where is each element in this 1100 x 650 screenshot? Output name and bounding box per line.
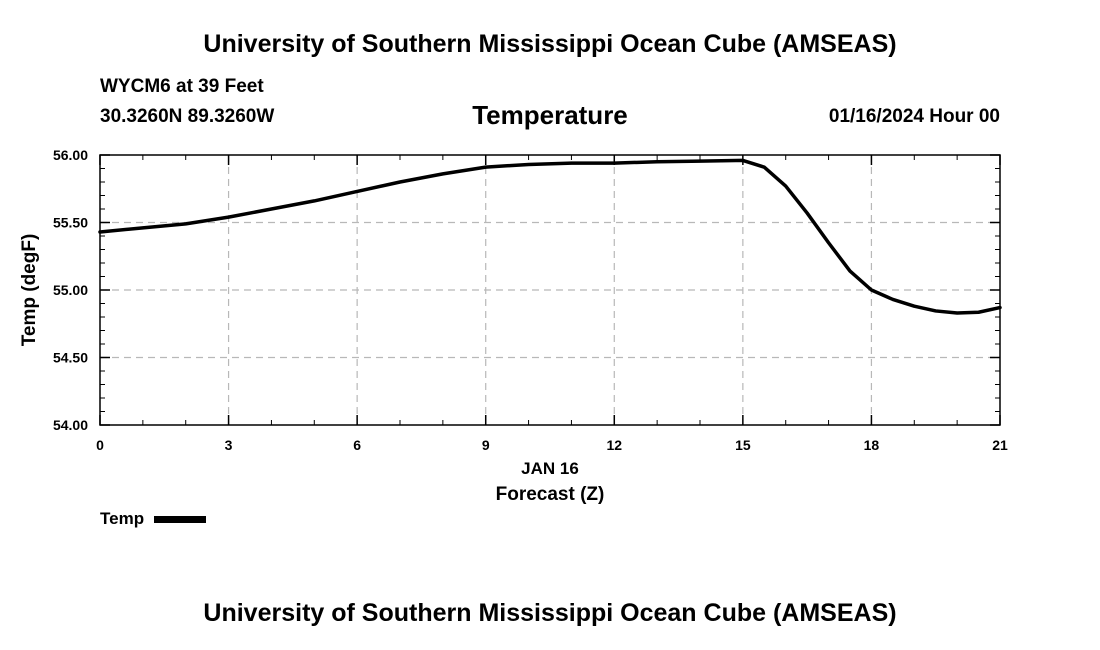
chart-header-title: University of Southern Mississippi Ocean… [203, 30, 897, 58]
y-tick-label: 56.00 [53, 147, 88, 163]
x-tick-label: 3 [225, 437, 233, 453]
chart-footer-title: University of Southern Mississippi Ocean… [203, 599, 897, 627]
y-tick-label: 55.50 [53, 215, 88, 231]
legend-line-swatch [154, 515, 207, 523]
x-tick-label: 21 [992, 437, 1008, 453]
grid-layer [100, 154, 1000, 426]
x-axis-date-label: JAN 16 [521, 459, 579, 478]
x-tick-label: 6 [353, 437, 361, 453]
x-axis-title: Forecast (Z) [496, 484, 605, 505]
x-tick-label: 0 [96, 437, 104, 453]
y-tick-label: 54.50 [53, 350, 88, 366]
plot-frame [99, 154, 1001, 426]
x-tick-label: 9 [482, 437, 490, 453]
station-label: WYCM6 at 39 Feet [100, 76, 264, 97]
legend-label: Temp [100, 509, 145, 528]
x-tick-label: 15 [735, 437, 751, 453]
x-tick-label: 18 [864, 437, 880, 453]
variable-title: Temperature [472, 100, 628, 130]
coordinates-label: 30.3260N 89.3260W [100, 106, 275, 127]
legend: Temp [100, 509, 207, 529]
y-axis-title: Temp (degF) [19, 234, 40, 347]
datetime-label: 01/16/2024 Hour 00 [828, 106, 1000, 127]
x-tick-label: 12 [606, 437, 622, 453]
label-layer: 0 3 6 9 12 15 18 21 54.00 54.50 55.00 55.50 56.00 [53, 147, 1008, 453]
y-tick-label: 55.00 [53, 282, 88, 298]
y-tick-label: 54.00 [53, 417, 88, 433]
temp-series-line [98, 158, 1002, 315]
